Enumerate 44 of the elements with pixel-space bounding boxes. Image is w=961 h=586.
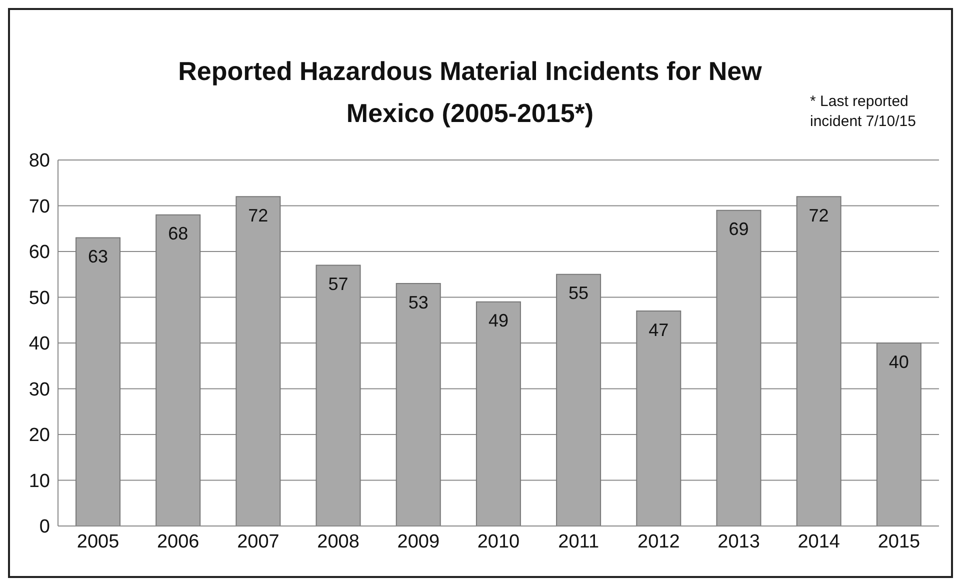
bar — [716, 210, 762, 526]
y-tick-label: 10 — [28, 470, 50, 492]
x-tick-label: 2008 — [317, 531, 360, 552]
y-tick-label: 30 — [28, 379, 50, 400]
data-label: 40 — [888, 352, 909, 372]
x-tick-label: 2011 — [558, 531, 600, 552]
x-tick-label: 2012 — [638, 531, 680, 552]
x-tick-label: 2010 — [477, 531, 520, 552]
data-label: 69 — [728, 219, 749, 240]
bar — [76, 237, 120, 526]
y-tick-label: 80 — [28, 150, 50, 172]
bar — [476, 301, 521, 526]
bar — [556, 274, 602, 526]
x-tick-label: 2013 — [718, 531, 760, 552]
y-tick-label: 20 — [28, 425, 50, 446]
data-label: 57 — [328, 274, 348, 294]
data-label: 63 — [88, 246, 108, 267]
y-tick-label: 0 — [39, 516, 50, 538]
data-label: 72 — [808, 205, 829, 226]
bar — [636, 310, 682, 526]
bar — [876, 342, 922, 526]
y-tick-label: 60 — [28, 242, 50, 264]
data-label: 72 — [248, 205, 268, 226]
y-tick-label: 70 — [28, 196, 50, 218]
x-tick-label: 2006 — [156, 531, 200, 552]
bar — [796, 196, 842, 526]
data-label: 49 — [488, 310, 508, 331]
data-label: 47 — [648, 320, 669, 340]
data-label: 68 — [168, 224, 188, 244]
x-tick-label: 2009 — [397, 531, 440, 552]
bar — [156, 214, 201, 526]
data-label: 55 — [568, 283, 589, 304]
x-tick-label: 2007 — [237, 531, 280, 552]
y-tick-label: 50 — [28, 288, 50, 309]
data-label: 53 — [408, 292, 428, 312]
x-tick-label: 2005 — [76, 531, 120, 552]
chart-title: Reported Hazardous Material Incidents for New Mexico (2005-2015*) — [177, 55, 763, 130]
bar — [236, 196, 281, 526]
y-tick-label: 40 — [28, 334, 50, 355]
x-tick-label: 2014 — [798, 531, 840, 552]
bar — [316, 264, 361, 526]
x-tick-label: 2015 — [878, 531, 920, 552]
text: * Last reported incident 7/10/15 — [810, 92, 917, 132]
bar — [396, 283, 441, 526]
